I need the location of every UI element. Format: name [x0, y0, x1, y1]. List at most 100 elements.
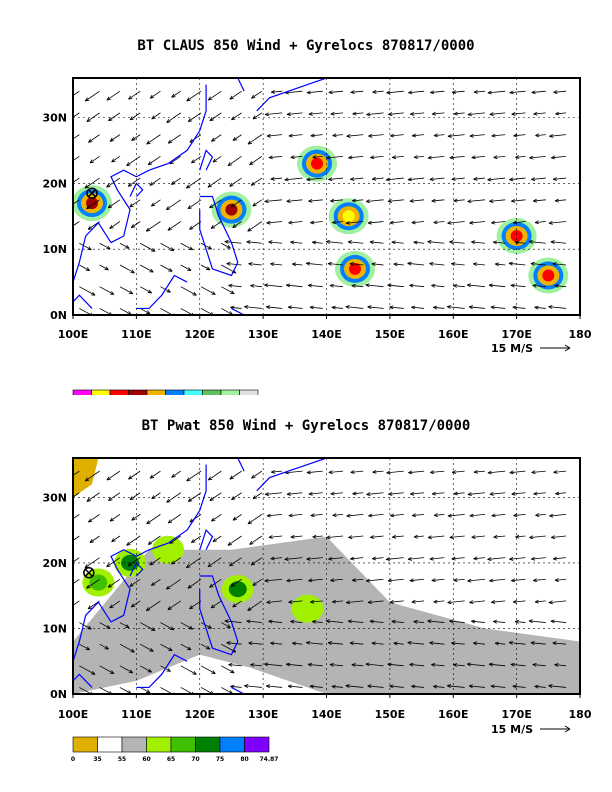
wind-arrowhead [290, 619, 295, 624]
wind-arrowhead [509, 177, 514, 182]
wind-arrowhead [391, 240, 396, 245]
wind-vector [326, 241, 344, 244]
wind-vector [127, 557, 141, 567]
wind-arrowhead [145, 227, 151, 232]
wind-vector [232, 514, 242, 521]
colorbar-label: 55 [118, 756, 126, 763]
wind-arrowhead [348, 155, 353, 160]
wind-arrowhead [312, 534, 317, 539]
wind-vector [167, 600, 181, 611]
wind-vector [331, 685, 344, 688]
wind-arrowhead [550, 619, 555, 624]
wind-arrowhead [229, 562, 234, 567]
wind-arrowhead [89, 159, 94, 164]
wind-arrowhead [207, 183, 212, 188]
wind-vector [87, 600, 100, 610]
wind-vector [89, 156, 100, 164]
wind-arrowhead [109, 517, 114, 522]
wind-vector [224, 620, 242, 623]
wind-arrowhead [249, 161, 254, 166]
wind-vector [349, 263, 364, 266]
wind-vector [211, 134, 222, 142]
wind-arrowhead [209, 204, 214, 209]
wind-vector [488, 284, 506, 288]
wind-vector [191, 156, 202, 164]
wind-arrowhead [535, 133, 540, 138]
wind-vector [310, 134, 323, 137]
wind-arrowhead [411, 220, 416, 225]
wind-arrowhead [487, 557, 492, 561]
wind-vector [409, 284, 425, 288]
wind-arrowhead [145, 310, 151, 315]
wind-vector [509, 177, 526, 181]
wind-vector [270, 557, 283, 560]
wind-vector [528, 241, 546, 244]
wind-arrowhead [433, 684, 438, 689]
wind-arrowhead [370, 535, 375, 539]
wind-vector [171, 470, 181, 478]
wind-vector [365, 663, 384, 667]
wind-arrowhead [189, 605, 194, 610]
wind-vector [119, 308, 132, 315]
coastline [136, 274, 188, 310]
wind-vector [554, 199, 567, 202]
wind-arrowhead [212, 158, 217, 163]
wind-arrowhead [453, 578, 458, 582]
wind-vector [160, 264, 173, 272]
wind-vector [412, 513, 425, 516]
wind-vector [389, 306, 404, 309]
wind-vector [389, 221, 404, 224]
wind-arrowhead [532, 662, 537, 667]
wind-arrowhead [147, 289, 152, 294]
wind-vector [552, 642, 567, 645]
wind-vector [285, 90, 303, 94]
wind-arrowhead [187, 267, 192, 272]
wind-arrowhead [366, 492, 371, 497]
wind-arrowhead [548, 600, 553, 605]
wind-arrowhead [328, 470, 333, 475]
colorbar-swatch [165, 389, 185, 395]
wind-vector [371, 642, 384, 645]
wind-arrowhead [288, 133, 293, 138]
wind-arrowhead [286, 492, 291, 496]
wind-vector [270, 642, 283, 645]
wind-vector [131, 514, 141, 521]
wind-arrowhead [125, 624, 130, 628]
wind-arrowhead [264, 199, 269, 204]
wind-vector [409, 199, 425, 202]
wind-arrowhead [131, 516, 136, 521]
wind-vector [310, 600, 323, 603]
colorbar-label: 70 [191, 756, 199, 763]
wind-vector [119, 286, 133, 295]
wind-vector [490, 685, 506, 688]
wind-arrowhead [249, 540, 254, 545]
wind-vector [433, 134, 445, 137]
x-tick-label: 150E [375, 328, 405, 341]
wind-arrowhead [346, 513, 351, 518]
wind-arrowhead [106, 183, 111, 188]
wind-vector [447, 600, 465, 604]
wind-arrowhead [370, 155, 375, 160]
wind-vector [250, 557, 263, 566]
wind-arrowhead [65, 499, 69, 502]
wind-vector [292, 642, 303, 645]
wind-arrowhead [413, 619, 418, 624]
wind-arrowhead [268, 155, 273, 160]
wind-vector [99, 264, 109, 271]
wind-arrowhead [387, 283, 392, 288]
wind-arrowhead [431, 111, 437, 116]
wind-vector [312, 535, 323, 538]
wind-vector [226, 642, 242, 645]
wind-arrowhead [91, 291, 96, 296]
wind-arrowhead [327, 261, 332, 266]
wind-vector [387, 663, 404, 667]
wind-vector [330, 578, 344, 581]
wind-arrowhead [129, 582, 134, 587]
wind-arrowhead [230, 684, 235, 689]
wind-vector [79, 687, 93, 694]
wind-arrowhead [368, 513, 373, 518]
wind-arrowhead [490, 684, 495, 689]
wind-vector [211, 514, 222, 522]
wind-vector [180, 264, 192, 271]
wind-arrowhead [207, 476, 213, 481]
